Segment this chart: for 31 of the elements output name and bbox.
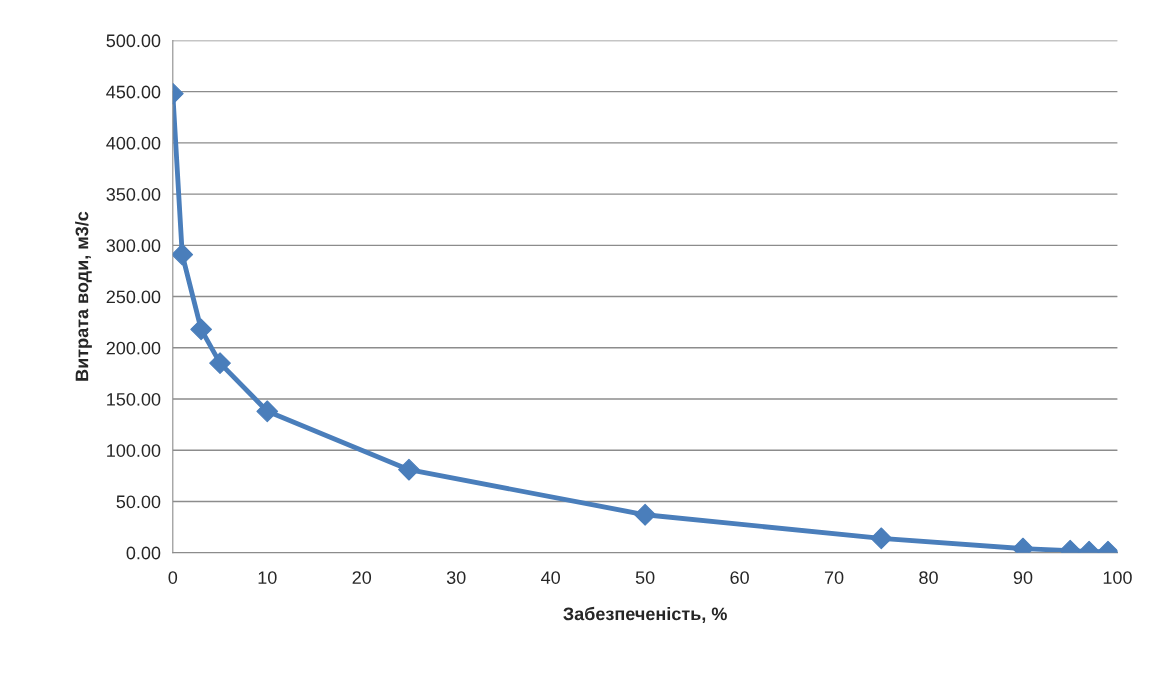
y-tick-label: 400.00 [106, 136, 161, 150]
y-tick-label: 100.00 [107, 444, 161, 457]
x-tick-label: 20 [352, 571, 372, 584]
point [634, 503, 657, 526]
x-tick-label: 10 [258, 571, 277, 584]
x-tick-label: 100 [1103, 571, 1132, 584]
x-tick-label: 80 [919, 571, 938, 584]
point [190, 318, 213, 341]
y-tick-label: 0.00 [126, 546, 161, 560]
point [256, 400, 279, 423]
y-tick-label: 500.00 [106, 34, 161, 48]
y-tick-label: 350.00 [106, 188, 161, 201]
point [398, 458, 420, 481]
point [172, 243, 194, 266]
point [209, 352, 231, 375]
y-tick-label: 50.00 [116, 495, 161, 509]
y-tick-label: 150.00 [107, 392, 161, 406]
x-axis-title: Забезпеченість, % [563, 606, 727, 623]
y-axis-title: Витрата води, м3/с [75, 211, 92, 381]
y-tick-label: 450.00 [106, 85, 161, 99]
y-tick-label: 200.00 [106, 341, 161, 355]
point [870, 527, 893, 550]
y-tick-label: 250.00 [106, 290, 161, 304]
x-tick-label: 90 [1013, 571, 1033, 584]
x-tick-label: 50 [635, 571, 655, 584]
y-tick-label: 300.00 [106, 239, 161, 253]
x-tick-label: 70 [824, 571, 844, 584]
x-tick-label: 60 [730, 571, 749, 584]
x-tick-label: 30 [446, 571, 466, 584]
x-tick-label: 0 [168, 571, 178, 584]
x-tick-label: 40 [541, 571, 560, 584]
